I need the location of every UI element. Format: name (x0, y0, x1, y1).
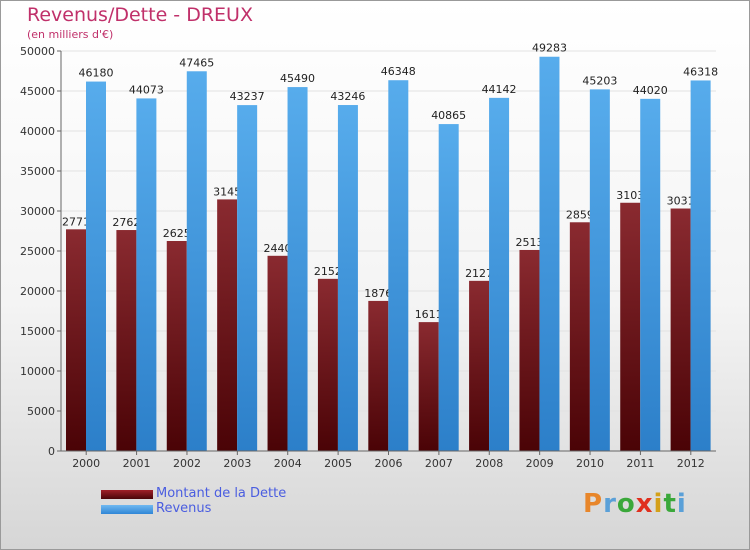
logo-letter: t (663, 489, 677, 519)
bar-revenue (539, 56, 560, 452)
data-label-revenue: 49283 (532, 42, 567, 55)
x-tick-label: 2009 (526, 457, 554, 470)
bar-revenue (690, 80, 711, 452)
data-label-debt: 1611 (415, 308, 443, 321)
y-tick-label: 25000 (20, 245, 55, 258)
y-tick-label: 15000 (20, 325, 55, 338)
y-tick-label: 50000 (20, 45, 55, 58)
data-label-revenue: 44142 (482, 83, 517, 96)
bar-revenue (640, 98, 661, 451)
bar-revenue (186, 71, 207, 451)
logo-letter: x (635, 489, 654, 519)
data-label-debt: 2440 (264, 242, 292, 255)
y-tick-label: 20000 (20, 285, 55, 298)
data-label-debt: 2762 (112, 216, 140, 229)
legend-swatch-revenue (101, 505, 153, 514)
data-label-revenue: 47465 (179, 56, 214, 69)
bar-revenue (237, 105, 258, 451)
data-label-debt: 2127 (465, 267, 493, 280)
x-tick-label: 2007 (425, 457, 453, 470)
x-tick-label: 2001 (123, 457, 151, 470)
y-tick-label: 10000 (20, 365, 55, 378)
x-tick-label: 2010 (576, 457, 604, 470)
logo-letter: r (603, 489, 617, 519)
x-tick-label: 2005 (324, 457, 352, 470)
legend-label-debt: Montant de la Dette (156, 486, 287, 501)
data-label-debt: 1876 (364, 287, 392, 300)
bar-debt (670, 208, 691, 451)
bar-debt (317, 278, 338, 451)
data-label-revenue: 46318 (683, 65, 718, 78)
data-label-debt: 2152 (314, 265, 342, 278)
bar-revenue (489, 97, 510, 451)
x-tick-label: 2012 (677, 457, 705, 470)
bar-debt (519, 249, 540, 451)
bar-debt (620, 202, 641, 451)
logo-letter: i (653, 489, 664, 519)
y-tick-label: 30000 (20, 205, 55, 218)
legend-label-revenue: Revenus (156, 501, 212, 516)
y-tick-label: 5000 (27, 405, 55, 418)
logo-letter: P (583, 489, 604, 519)
data-label-revenue: 43237 (230, 90, 265, 103)
data-label-revenue: 45490 (280, 72, 315, 85)
logo-letter: i (676, 489, 687, 519)
bar-debt (569, 222, 590, 451)
chart-title: Revenus/Dette - DREUX (27, 4, 253, 26)
data-label-debt: 3103 (616, 189, 644, 202)
data-label-debt: 2771 (62, 215, 90, 228)
bar-debt (116, 230, 137, 451)
bar-revenue (388, 80, 409, 451)
bar-debt (66, 229, 86, 451)
y-tick-label: 35000 (20, 165, 55, 178)
x-tick-label: 2011 (626, 457, 654, 470)
x-tick-label: 2006 (375, 457, 403, 470)
data-label-revenue: 44020 (633, 84, 668, 97)
data-label-revenue: 46348 (381, 65, 416, 78)
x-tick-label: 2004 (274, 457, 302, 470)
bar-debt (267, 255, 288, 451)
bar-debt (166, 241, 187, 451)
bar-debt (469, 280, 490, 451)
bar-debt (418, 322, 439, 451)
bar-debt (368, 300, 389, 451)
y-tick-label: 45000 (20, 85, 55, 98)
data-label-debt: 2859 (566, 208, 594, 221)
data-label-debt: 3145 (213, 185, 241, 198)
data-label-revenue: 40865 (431, 109, 466, 122)
y-tick-label: 0 (48, 445, 55, 458)
data-label-revenue: 46180 (79, 67, 114, 80)
x-tick-label: 2002 (173, 457, 201, 470)
bar-revenue (438, 124, 459, 451)
bar-revenue (337, 105, 358, 452)
legend-swatch-debt (101, 490, 153, 499)
y-tick-label: 40000 (20, 125, 55, 138)
x-tick-label: 2003 (223, 457, 251, 470)
data-label-debt: 3031 (667, 195, 695, 208)
data-label-revenue: 44073 (129, 83, 164, 96)
x-tick-label: 2000 (72, 457, 100, 470)
bar-debt (217, 199, 238, 451)
data-label-revenue: 43246 (330, 90, 365, 103)
x-tick-label: 2008 (475, 457, 503, 470)
bar-revenue (287, 87, 308, 451)
logo-letter: o (616, 489, 636, 519)
data-label-revenue: 45203 (582, 74, 617, 87)
bar-revenue (136, 98, 157, 451)
bar-revenue (589, 89, 610, 451)
proxiti-logo: Proxiti (583, 489, 687, 519)
data-label-debt: 2625 (163, 227, 191, 240)
chart-subtitle: (en milliers d'€) (27, 28, 114, 41)
bar-revenue (86, 81, 106, 451)
data-label-debt: 2513 (515, 236, 543, 249)
